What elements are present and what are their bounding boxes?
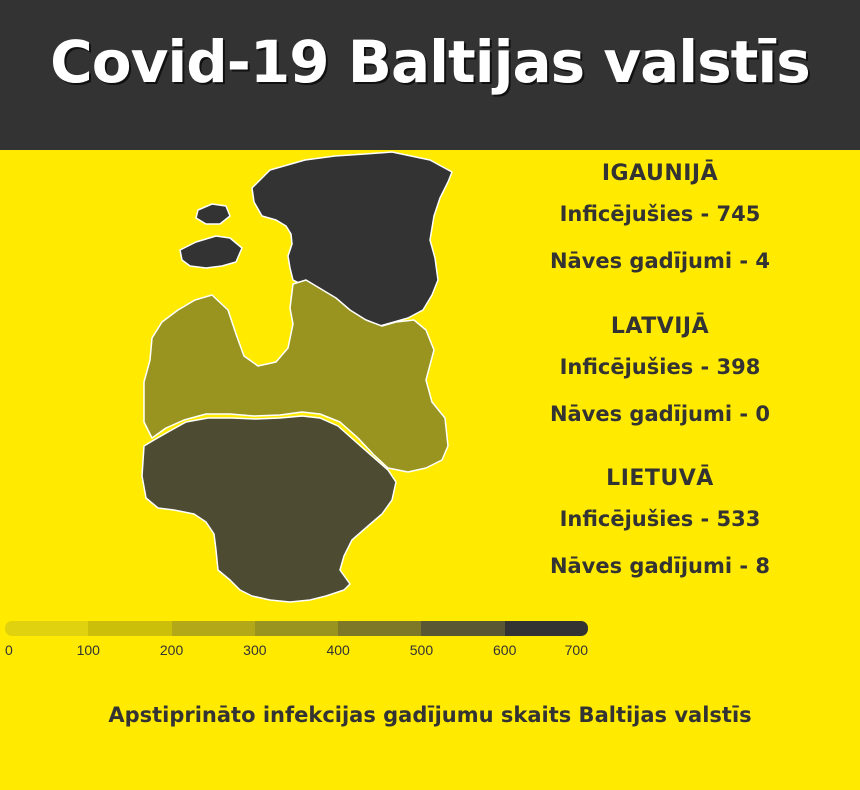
legend-tick-label: 600	[493, 642, 517, 658]
map-caption: Apstiprināto infekcijas gadījumu skaits …	[108, 703, 752, 727]
country-latvia[interactable]	[143, 279, 449, 473]
legend-tick-label: 0	[5, 642, 13, 658]
infected-count: Inficējušies - 398	[559, 355, 761, 379]
country-info-latvia: LATVIJĀ Inficējušies - 398 Nāves gadījum…	[540, 313, 780, 447]
legend-ticks: 0 100 200 300 400 500 600 700	[5, 642, 588, 664]
country-info-estonia: IGAUNIJĀ Inficējušies - 745 Nāves gadīju…	[540, 160, 780, 294]
legend-segment	[171, 621, 255, 636]
country-name: LATVIJĀ	[610, 314, 710, 339]
legend-segment	[421, 621, 505, 636]
country-name: IGAUNIJĀ	[601, 161, 719, 186]
country-name: LIETUVĀ	[606, 466, 714, 491]
legend-tick-label: 400	[326, 642, 350, 658]
infected-count: Inficējušies - 745	[559, 202, 761, 226]
country-info-lithuania: LIETUVĀ Inficējušies - 533 Nāves gadījum…	[540, 465, 780, 599]
color-legend: 0 100 200 300 400 500 600 700	[5, 621, 588, 664]
legend-tick-label: 100	[76, 642, 100, 658]
legend-tick-label: 300	[243, 642, 267, 658]
header-bar: Covid-19 Baltijas valstīs	[0, 0, 860, 150]
country-estonia[interactable]	[251, 151, 453, 327]
legend-tick-label: 700	[564, 642, 588, 658]
legend-segment	[254, 621, 339, 636]
legend-segment	[88, 621, 172, 636]
legend-tick-label: 200	[159, 642, 184, 658]
legend-segment	[504, 621, 588, 636]
island-hiiumaa	[195, 203, 231, 225]
infected-count: Inficējušies - 533	[559, 507, 761, 531]
legend-bar	[5, 621, 588, 636]
legend-segment	[5, 621, 89, 636]
island-saaremaa	[179, 235, 243, 269]
death-count: Nāves gadījumi - 8	[549, 554, 771, 578]
legend-tick-label: 500	[409, 642, 434, 658]
death-count: Nāves gadījumi - 4	[549, 249, 771, 273]
death-count: Nāves gadījumi - 0	[549, 402, 771, 426]
page-title: Covid-19 Baltijas valstīs	[50, 28, 811, 96]
legend-segment	[338, 621, 422, 636]
baltic-map	[130, 150, 460, 610]
country-lithuania[interactable]	[141, 415, 397, 603]
